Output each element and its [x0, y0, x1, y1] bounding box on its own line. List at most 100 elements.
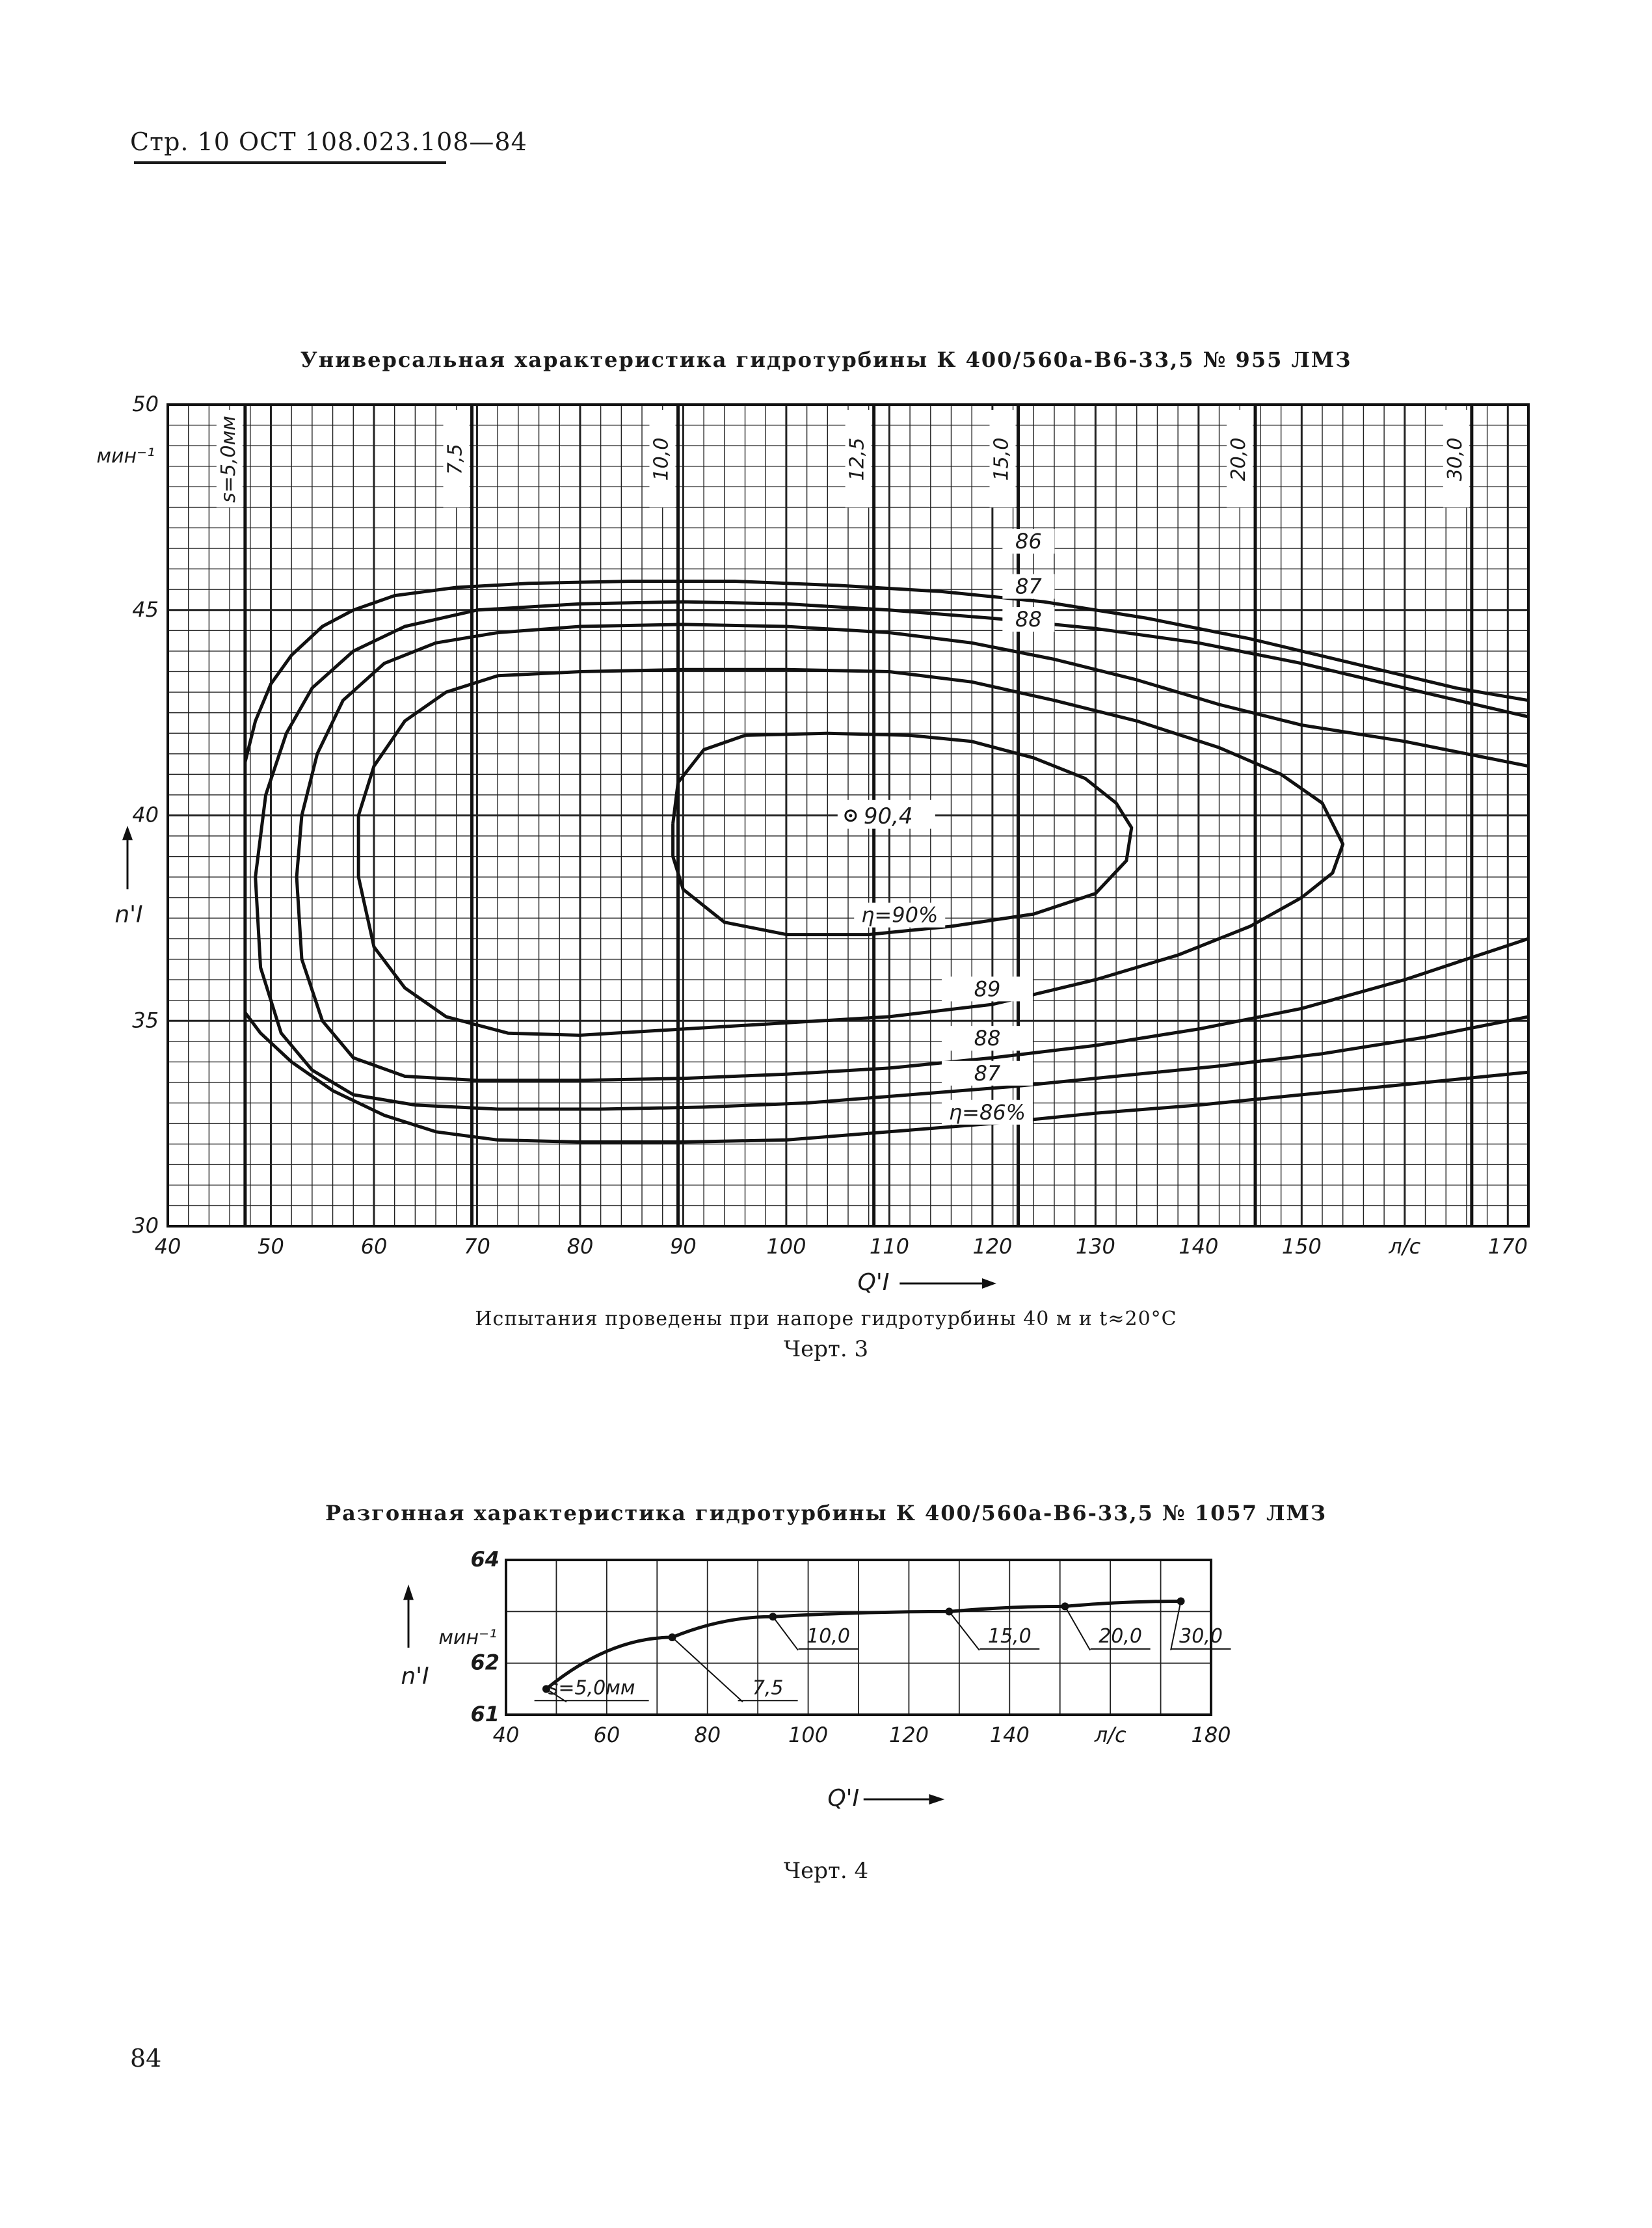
x-axis-arrowhead: [982, 1278, 997, 1289]
x-tick-label: 100: [788, 1723, 828, 1747]
x-tick-label: 170: [1488, 1234, 1528, 1259]
contour-label-upper: 86: [1015, 529, 1042, 554]
opening-label-bg: [443, 410, 470, 507]
efficiency-contour-89: [356, 667, 1345, 1037]
opening-label: 30,0: [1444, 438, 1467, 481]
optimum-label-bg: [837, 799, 935, 829]
data-point: [1061, 1602, 1069, 1611]
x-tick-label: 50: [258, 1234, 284, 1259]
y-axis-label: n'I: [114, 902, 142, 928]
chart1-title: Универсальная характеристика гидротурбин…: [300, 347, 1352, 372]
opening-label: 12,5: [846, 438, 869, 481]
opening-label-bg: [649, 410, 676, 507]
chart2-title: Разгонная характеристика гидротурбины К …: [325, 1501, 1327, 1525]
point-label-leader: [772, 1616, 799, 1651]
contour-label-90: η=90%: [861, 903, 938, 928]
y-unit-label: мин⁻¹: [96, 445, 155, 468]
opening-label: s=5,0мм: [217, 416, 240, 503]
x-tick-label: 90: [670, 1234, 697, 1259]
y-tick-label: 61: [470, 1702, 500, 1726]
x-tick-label: л/с: [1094, 1723, 1126, 1747]
y-axis-label: n'I: [401, 1663, 429, 1689]
x-tick-label: 110: [870, 1234, 909, 1259]
plot-frame: [167, 403, 1530, 1228]
contour-label-upper: 87: [1015, 574, 1042, 598]
runaway-curve: [545, 1599, 1181, 1691]
chart1-caption: Испытания проведены при напоре гидротурб…: [475, 1308, 1177, 1330]
contour-label-bg: [941, 1026, 1033, 1051]
contour-label-upper: 88: [1015, 607, 1042, 632]
y-tick-label: 64: [470, 1547, 500, 1572]
point-label-leader: [1170, 1601, 1182, 1651]
point-label-leader: [1064, 1605, 1091, 1651]
opening-label: 20,0: [1227, 438, 1250, 481]
contour-label-bg: [941, 976, 1033, 1002]
y-axis-arrowhead: [122, 825, 133, 840]
x-axis-arrowhead: [929, 1794, 945, 1805]
efficiency-contour-η=90%: [671, 731, 1134, 937]
chart1-figure-label: Черт. 3: [783, 1336, 869, 1362]
page-header: Стр. 10 ОСТ 108.023.108—84: [130, 128, 527, 156]
x-tick-label: 40: [493, 1723, 520, 1747]
y-axis-arrowhead: [403, 1584, 414, 1600]
x-tick-label: 120: [889, 1723, 929, 1747]
contour-label-bg: [1002, 607, 1055, 632]
efficiency-contour-86: [243, 580, 1529, 1144]
opening-label-bg: [989, 410, 1016, 507]
optimum-marker-ring: [844, 809, 857, 822]
x-tick-label: 120: [972, 1234, 1012, 1259]
y-tick-label: 35: [132, 1008, 159, 1032]
efficiency-contour-87: [254, 600, 1529, 1111]
y-tick-label: 40: [132, 803, 159, 827]
x-tick-label: 180: [1191, 1723, 1231, 1747]
x-tick-label: 150: [1282, 1234, 1322, 1259]
contour-label-lower: 89: [974, 976, 1001, 1001]
point-label: 15,0: [988, 1625, 1032, 1648]
y-tick-label: 50: [132, 392, 159, 416]
optimum-label: 90,4: [864, 803, 913, 829]
opening-label: 15,0: [991, 438, 1013, 481]
point-label: 7,5: [753, 1676, 784, 1699]
x-tick-label: 60: [593, 1723, 620, 1747]
contour-label-lower: 88: [974, 1026, 1001, 1051]
y-unit-label: мин⁻¹: [438, 1626, 497, 1649]
x-tick-label: 140: [1179, 1234, 1218, 1259]
x-axis-label: Q'I: [827, 1785, 859, 1812]
opening-label-bg: [845, 410, 872, 507]
contour-label-lower: 87: [974, 1061, 1001, 1086]
runaway-characteristic-chart: 40 60 80 100 120 140 л/с 180 61 62 64 мин⁻¹ n'I Q'I s=…: [401, 1547, 1231, 1812]
opening-label-bg: [216, 410, 243, 507]
point-label: 10,0: [806, 1625, 850, 1648]
x-tick-label: л/с: [1388, 1234, 1420, 1259]
contour-label-bg: [1002, 574, 1055, 599]
header-rule: [134, 161, 446, 164]
y-tick-label: 45: [132, 597, 159, 622]
chart2-figure-label: Черт. 4: [783, 1858, 869, 1884]
x-tick-label: 70: [464, 1234, 490, 1259]
point-label-leader: [948, 1611, 980, 1651]
opening-label: 7,5: [444, 444, 467, 475]
x-tick-label: 100: [766, 1234, 806, 1259]
x-tick-label: 60: [361, 1234, 388, 1259]
contour-label-bg: [854, 902, 946, 928]
contour-label-bg: [941, 1099, 1033, 1125]
x-tick-label: 80: [694, 1723, 721, 1747]
y-tick-label: 30: [132, 1213, 159, 1238]
opening-label-bg: [1443, 410, 1469, 507]
contour-label-bg: [1002, 529, 1055, 554]
x-tick-label: 80: [567, 1234, 594, 1259]
point-label-leader: [671, 1637, 743, 1702]
x-tick-label: 140: [990, 1723, 1030, 1747]
data-point: [1177, 1597, 1185, 1605]
x-axis-label: Q'I: [858, 1269, 890, 1296]
x-tick-label: 130: [1076, 1234, 1115, 1259]
opening-label-bg: [1227, 410, 1253, 507]
optimum-marker-dot: [849, 814, 853, 818]
contour-label-lower: η=86%: [949, 1100, 1026, 1125]
plot-frame: [505, 1559, 1212, 1716]
contour-label-bg: [941, 1060, 1033, 1086]
page-number: 84: [130, 2044, 162, 2073]
x-tick-label: 40: [155, 1234, 181, 1259]
opening-label: 10,0: [650, 438, 673, 481]
point-label: 20,0: [1099, 1625, 1142, 1648]
